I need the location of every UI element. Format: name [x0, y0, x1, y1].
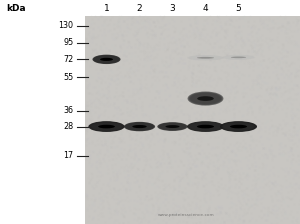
Ellipse shape — [166, 125, 179, 128]
Ellipse shape — [98, 125, 115, 128]
Text: 2: 2 — [137, 4, 142, 13]
Ellipse shape — [92, 55, 121, 64]
Text: 28: 28 — [63, 122, 74, 131]
Text: 130: 130 — [58, 21, 74, 30]
Ellipse shape — [231, 56, 246, 58]
Ellipse shape — [88, 121, 124, 132]
Ellipse shape — [230, 125, 247, 128]
Ellipse shape — [190, 93, 221, 104]
Text: 55: 55 — [63, 73, 74, 82]
Ellipse shape — [91, 122, 122, 131]
Text: 36: 36 — [64, 106, 74, 115]
Ellipse shape — [187, 121, 224, 132]
Text: 5: 5 — [236, 4, 242, 13]
Ellipse shape — [157, 122, 188, 131]
Ellipse shape — [188, 55, 223, 60]
Text: 3: 3 — [169, 4, 175, 13]
Text: 95: 95 — [63, 38, 74, 47]
Ellipse shape — [222, 55, 255, 60]
Ellipse shape — [225, 55, 252, 59]
Ellipse shape — [132, 125, 147, 128]
Ellipse shape — [224, 55, 253, 59]
Ellipse shape — [93, 55, 120, 64]
Ellipse shape — [95, 56, 118, 63]
Ellipse shape — [100, 58, 113, 61]
Text: www.proteinsscience.com: www.proteinsscience.com — [158, 213, 214, 217]
Ellipse shape — [221, 122, 256, 131]
Ellipse shape — [126, 123, 153, 130]
Ellipse shape — [190, 93, 220, 104]
Ellipse shape — [126, 123, 153, 130]
Ellipse shape — [124, 122, 155, 131]
Ellipse shape — [223, 55, 254, 60]
Ellipse shape — [197, 125, 214, 128]
FancyBboxPatch shape — [85, 16, 300, 224]
Text: 4: 4 — [203, 4, 208, 13]
Text: 17: 17 — [63, 151, 74, 160]
Text: kDa: kDa — [7, 4, 26, 13]
Ellipse shape — [188, 91, 224, 106]
Ellipse shape — [189, 122, 222, 131]
Ellipse shape — [94, 56, 119, 63]
Ellipse shape — [197, 96, 214, 101]
Ellipse shape — [188, 122, 223, 131]
Ellipse shape — [189, 92, 222, 105]
Text: 1: 1 — [103, 4, 109, 13]
Ellipse shape — [125, 122, 154, 131]
Ellipse shape — [89, 122, 124, 131]
Ellipse shape — [222, 122, 255, 131]
Ellipse shape — [190, 123, 221, 131]
Ellipse shape — [91, 123, 122, 131]
Ellipse shape — [223, 123, 254, 131]
Ellipse shape — [159, 123, 186, 130]
Ellipse shape — [158, 123, 187, 131]
Ellipse shape — [160, 123, 185, 130]
Ellipse shape — [197, 57, 214, 59]
Ellipse shape — [189, 56, 222, 60]
Ellipse shape — [190, 56, 221, 60]
Ellipse shape — [220, 121, 257, 132]
Ellipse shape — [187, 55, 224, 60]
Text: 72: 72 — [63, 55, 74, 64]
